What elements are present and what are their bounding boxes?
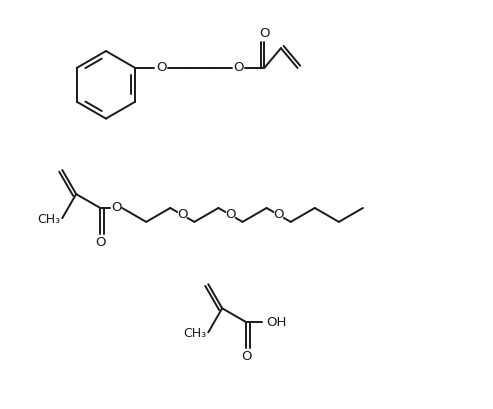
Text: O: O: [259, 27, 270, 40]
Text: O: O: [233, 61, 244, 74]
Text: O: O: [177, 209, 187, 221]
Text: CH₃: CH₃: [183, 327, 206, 340]
Text: O: O: [241, 351, 251, 364]
Text: O: O: [274, 209, 284, 221]
Text: CH₃: CH₃: [37, 213, 60, 226]
Text: O: O: [95, 236, 106, 249]
Text: O: O: [111, 202, 121, 214]
Text: O: O: [225, 209, 236, 221]
Text: O: O: [156, 61, 166, 74]
Text: OH: OH: [266, 316, 286, 329]
